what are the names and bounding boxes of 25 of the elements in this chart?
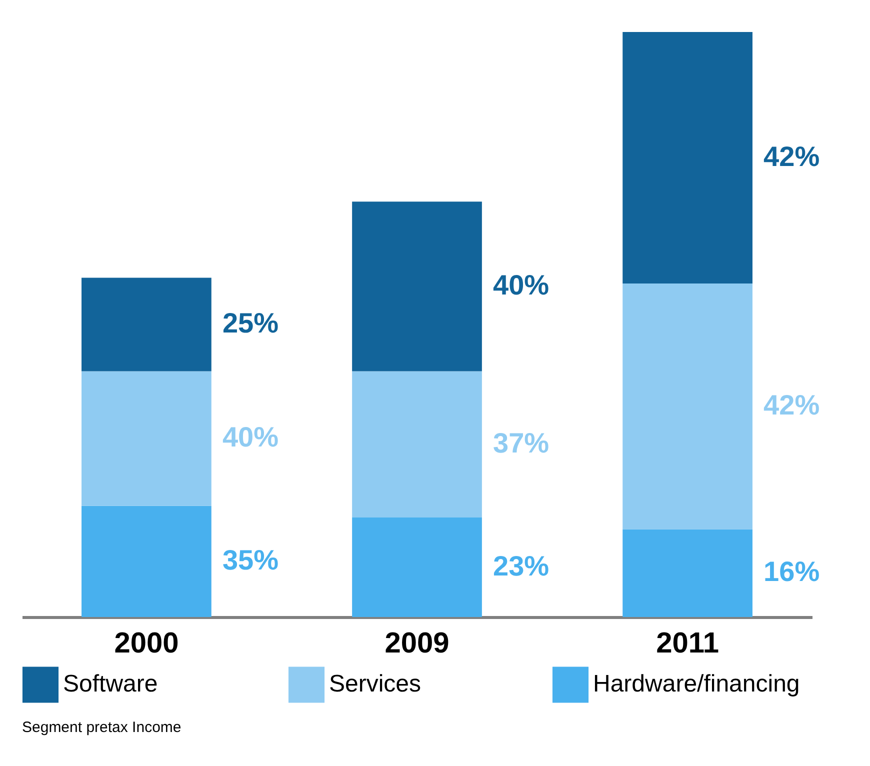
legend-label: Hardware/financing <box>593 670 800 698</box>
x-tick-label: 2009 <box>384 628 450 660</box>
annotation: 42% <box>764 140 820 172</box>
annotation: 37% <box>493 427 550 458</box>
legend-label: Services <box>329 670 422 698</box>
legend-label: Software <box>63 670 158 698</box>
annotation: 25% <box>222 308 279 338</box>
bar <box>82 278 212 372</box>
bar <box>352 202 482 372</box>
bar <box>82 506 212 617</box>
text: Segment pretax Income <box>22 719 182 736</box>
bar <box>622 32 752 284</box>
bar <box>622 529 752 617</box>
annotation: 35% <box>222 544 279 576</box>
bar <box>622 284 752 530</box>
annotation: 40% <box>493 269 550 300</box>
annotation: 40% <box>222 422 279 453</box>
annotation: 23% <box>493 550 550 582</box>
annotation: 42% <box>764 389 820 420</box>
x-tick-label: 2000 <box>114 628 179 660</box>
x-tick-label: 2011 <box>656 628 720 660</box>
bar <box>352 371 482 518</box>
bar <box>82 371 212 506</box>
bar <box>352 518 482 617</box>
annotation: 16% <box>764 556 820 588</box>
